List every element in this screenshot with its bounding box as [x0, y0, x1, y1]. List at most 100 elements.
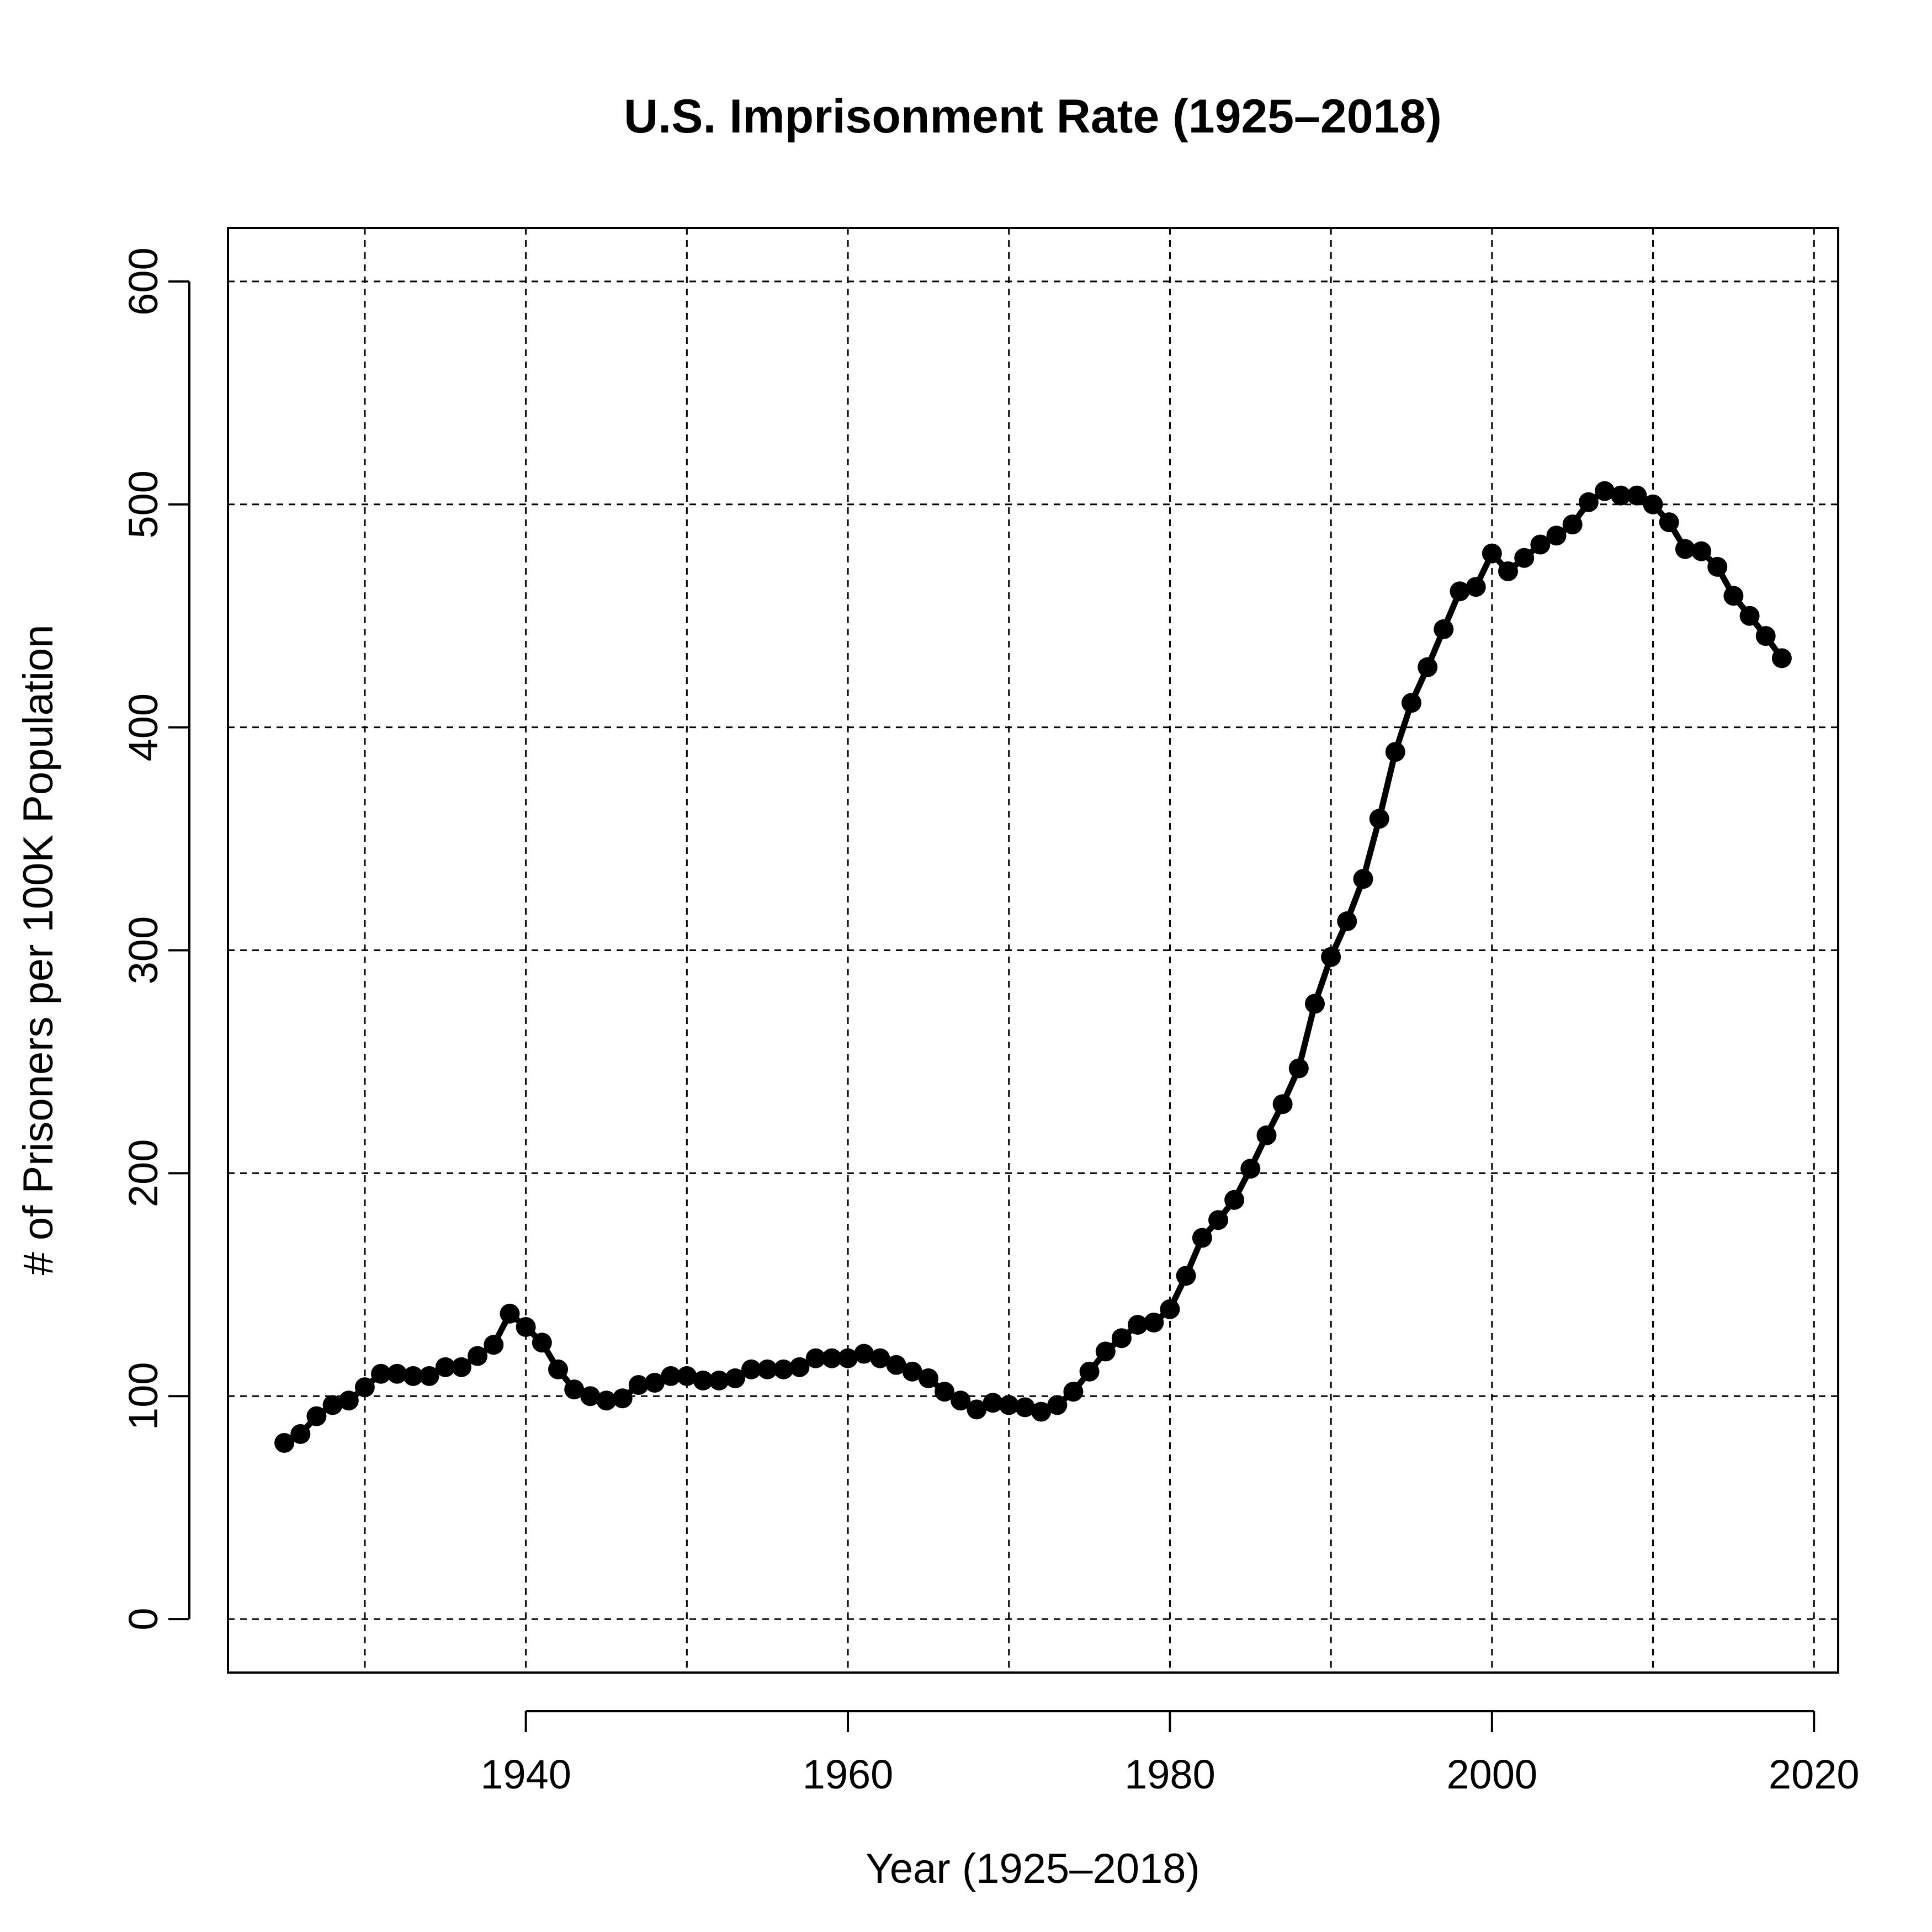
data-point: [789, 1357, 810, 1377]
series: [274, 481, 1792, 1453]
data-point: [1111, 1328, 1132, 1349]
data-point: [419, 1366, 439, 1386]
y-tick-label: 0: [120, 1607, 166, 1630]
data-point: [1047, 1395, 1068, 1415]
data-point: [1337, 911, 1357, 931]
data-point: [1095, 1341, 1116, 1362]
grid: [228, 228, 1838, 1673]
x-tick-label: 1980: [1124, 1751, 1216, 1797]
data-point: [951, 1390, 971, 1411]
data-point: [725, 1368, 745, 1388]
data-point: [741, 1359, 761, 1379]
data-point: [1691, 541, 1712, 561]
data-point: [1015, 1397, 1035, 1418]
data-point: [1498, 561, 1518, 581]
data-point: [1353, 869, 1373, 889]
data-point: [532, 1333, 552, 1353]
data-point: [1707, 556, 1728, 577]
data-point: [1144, 1312, 1164, 1333]
data-point: [612, 1388, 633, 1409]
data-point: [290, 1424, 311, 1444]
data-point: [1192, 1228, 1212, 1248]
data-point: [1321, 947, 1341, 967]
data-point: [1739, 606, 1760, 626]
data-point: [661, 1366, 681, 1386]
x-tick-label: 1960: [803, 1751, 894, 1797]
data-point: [1578, 492, 1599, 512]
data-point: [1659, 512, 1679, 533]
x-tick-label: 2000: [1447, 1751, 1538, 1797]
y-tick-label: 100: [120, 1362, 166, 1430]
y-tick-label: 200: [120, 1139, 166, 1207]
data-point: [1627, 485, 1647, 506]
data-point: [322, 1395, 343, 1415]
y-tick-label: 500: [120, 470, 166, 538]
data-point: [306, 1406, 327, 1426]
data-point: [1643, 494, 1663, 514]
data-point: [838, 1348, 858, 1368]
data-point: [1434, 619, 1454, 639]
data-point: [1530, 534, 1551, 555]
y-tick-label: 600: [120, 247, 166, 315]
y-tick-label: 400: [120, 693, 166, 761]
data-point: [854, 1344, 874, 1364]
data-point: [548, 1359, 568, 1379]
data-point: [628, 1375, 649, 1395]
data-point: [1160, 1299, 1180, 1319]
data-point: [999, 1395, 1019, 1415]
x-axis-title: Year (1925–2018): [866, 1845, 1200, 1892]
data-point: [1369, 809, 1389, 829]
data-point: [1611, 485, 1631, 506]
data-point: [1418, 657, 1438, 677]
data-point: [935, 1382, 955, 1402]
data-point: [403, 1366, 423, 1386]
data-point: [452, 1357, 471, 1377]
data-point: [1272, 1094, 1293, 1114]
data-point: [500, 1303, 520, 1324]
data-point: [1128, 1315, 1148, 1335]
data-point: [596, 1390, 617, 1411]
data-point: [1385, 742, 1405, 762]
data-point: [274, 1433, 295, 1453]
x-tick-label: 1940: [480, 1751, 571, 1797]
x-tick-label: 2020: [1769, 1751, 1860, 1797]
y-axis-title: # of Prisoners per 100K Population: [15, 625, 62, 1276]
data-point: [709, 1370, 729, 1390]
data-point: [870, 1348, 890, 1368]
data-point: [1224, 1190, 1245, 1210]
data-point: [1755, 626, 1776, 646]
data-point: [1402, 693, 1421, 713]
data-point: [1305, 994, 1325, 1014]
data-point: [1208, 1210, 1228, 1230]
data-point: [354, 1377, 375, 1398]
data-point: [1240, 1159, 1261, 1179]
data-point: [1771, 648, 1792, 668]
data-point: [967, 1399, 987, 1420]
data-point: [1723, 586, 1744, 606]
data-point: [645, 1373, 665, 1393]
data-point: [1450, 581, 1470, 602]
data-point: [1079, 1361, 1100, 1382]
data-point: [338, 1390, 359, 1411]
data-point: [1288, 1058, 1309, 1079]
data-point: [484, 1335, 504, 1355]
data-point: [1675, 539, 1695, 559]
data-point: [821, 1348, 842, 1368]
data-point: [1031, 1402, 1052, 1422]
data-point: [805, 1348, 826, 1368]
data-point: [773, 1359, 794, 1379]
y-tick-label: 300: [120, 916, 166, 984]
data-point: [580, 1386, 601, 1406]
data-point: [387, 1363, 407, 1384]
data-point: [1063, 1382, 1084, 1402]
data-point: [677, 1366, 697, 1386]
data-point: [693, 1370, 713, 1390]
chart-title: U.S. Imprisonment Rate (1925–2018): [624, 90, 1442, 143]
data-point: [468, 1346, 488, 1366]
data-point: [1514, 548, 1535, 568]
data-point: [757, 1359, 778, 1379]
data-point: [1546, 526, 1567, 546]
plot-frame: [227, 227, 1839, 1674]
